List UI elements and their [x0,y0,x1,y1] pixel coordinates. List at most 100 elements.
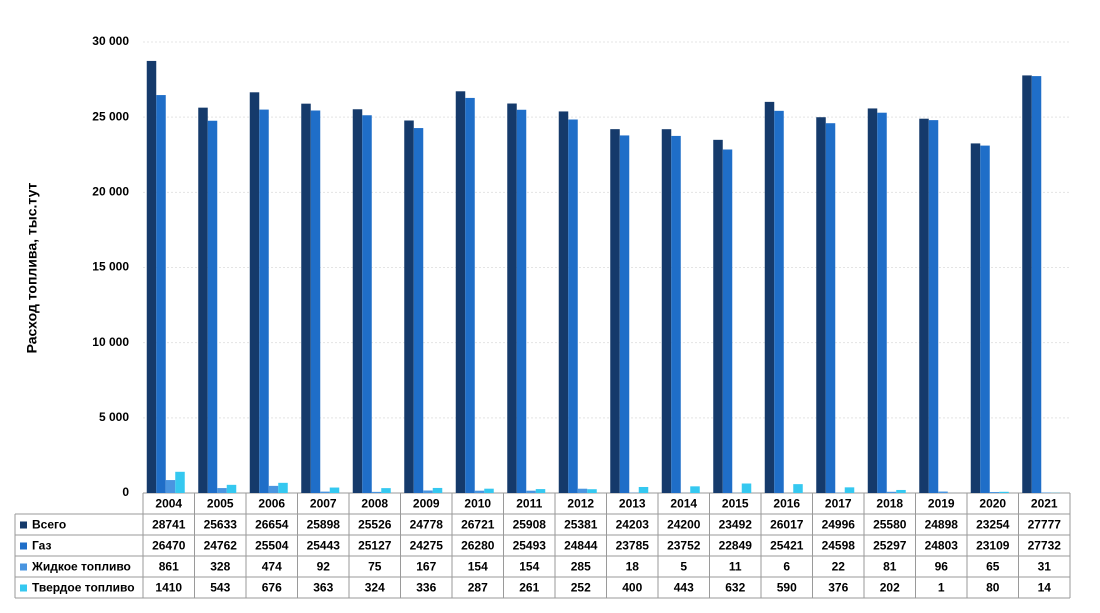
bar [774,111,784,493]
table-value: 18 [626,560,640,574]
x-tick-label: 2006 [258,497,285,511]
table-value: 590 [777,581,797,595]
x-tick-label: 2007 [310,497,337,511]
x-tick-label: 2021 [1031,497,1058,511]
table-value: 285 [571,560,591,574]
y-tick-label: 20 000 [92,185,129,199]
table-value: 202 [880,581,900,595]
table-value: 24275 [410,539,444,553]
bar [250,92,260,493]
table-value: 1 [938,581,945,595]
table-value: 25908 [513,518,547,532]
bar [330,488,340,493]
legend-swatch [20,564,27,571]
x-tick-label: 2014 [670,497,697,511]
table-value: 26470 [152,539,186,553]
bar [227,485,237,493]
bar [723,150,733,493]
bar [816,117,826,493]
bar [166,480,176,493]
table-value: 25443 [307,539,341,553]
table-value: 25633 [204,518,238,532]
table-value: 25504 [255,539,289,553]
table-value: 11 [729,560,742,574]
bar [372,492,382,493]
table-value: 252 [571,581,591,595]
bar [320,492,330,493]
table-value: 65 [986,560,1000,574]
table-value: 676 [262,581,282,595]
table-value: 23785 [616,539,650,553]
bar [147,61,157,493]
table-value: 328 [210,560,230,574]
table-value: 24598 [822,539,856,553]
bar [662,129,672,493]
bar [404,121,414,493]
x-tick-label: 2012 [567,497,594,511]
table-value: 24762 [204,539,238,553]
table-value: 25127 [358,539,392,553]
bar [475,491,485,493]
table-value: 24898 [925,518,959,532]
y-tick-label: 25 000 [92,109,129,123]
table-value: 23109 [976,539,1010,553]
x-tick-label: 2008 [361,497,388,511]
table-value: 92 [317,560,331,574]
x-tick-label: 2020 [979,497,1006,511]
table-value: 25381 [564,518,598,532]
bar [877,113,887,493]
bar [381,488,391,493]
table-value: 27732 [1028,539,1062,553]
table-value: 5 [680,560,687,574]
bar [639,487,649,493]
x-tick-label: 2004 [155,497,182,511]
table-value: 543 [210,581,230,595]
bar [938,492,948,493]
table-value: 474 [262,560,282,574]
table-value: 25898 [307,518,341,532]
bar [610,129,620,493]
bar [980,146,990,493]
table-value: 1410 [155,581,182,595]
legend-label: Жидкое топливо [31,560,131,574]
bar [1032,76,1042,493]
table-value: 81 [883,560,897,574]
table-value: 27777 [1028,518,1062,532]
bar [887,492,897,493]
bar [690,486,700,493]
bar [868,108,878,493]
bar [929,120,939,493]
table-value: 287 [468,581,488,595]
table-value: 80 [986,581,1000,595]
table-value: 861 [159,560,179,574]
bar [301,104,311,493]
table-value: 261 [519,581,539,595]
bar [559,111,569,493]
bar [620,135,630,493]
table-value: 154 [468,560,488,574]
bar [517,110,527,493]
table-value: 25493 [513,539,547,553]
table-value: 23752 [667,539,701,553]
table-value: 23492 [719,518,753,532]
table-value: 24778 [410,518,444,532]
table-value: 23254 [976,518,1010,532]
table-value: 24996 [822,518,856,532]
x-tick-label: 2019 [928,497,955,511]
bar [526,491,536,493]
y-axis-label: Расход топлива, тыс.тут [24,182,40,353]
bar [217,488,227,493]
table-value: 96 [935,560,949,574]
table-value: 6 [783,560,790,574]
x-tick-label: 2005 [207,497,234,511]
bar [919,119,929,493]
bar [353,109,363,493]
table-value: 24203 [616,518,650,532]
bar [465,98,475,493]
table-value: 443 [674,581,694,595]
x-tick-label: 2017 [825,497,852,511]
table-value: 24803 [925,539,959,553]
bar [896,490,906,493]
table-value: 28741 [152,518,186,532]
